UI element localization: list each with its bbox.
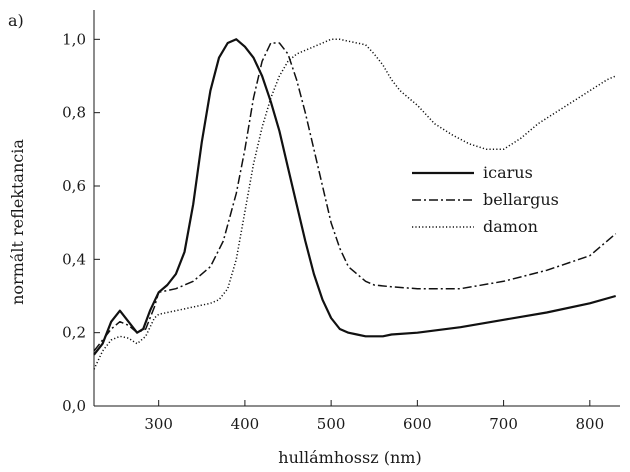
series-line-icarus [93,38,616,356]
y-tick-label: 0,4 [62,250,86,268]
x-tick-label: 500 [317,415,346,433]
series-line-bellargus [93,42,617,352]
y-tick-label: 0,6 [62,177,86,195]
y-tick-label: 1,0 [62,30,86,48]
x-tick-label: 600 [403,415,432,433]
x-tick-label: 300 [144,415,173,433]
x-axis-title: hullámhossz (nm) [278,448,421,467]
panel-label: a) [8,11,24,30]
legend-label-bellargus: bellargus [483,190,559,209]
legend: icarus bellargus damon [412,163,559,236]
series-line-damon [93,38,616,370]
series-layer [93,38,617,370]
legend-label-damon: damon [483,217,538,236]
x-tick-label: 400 [231,415,260,433]
legend-label-icarus: icarus [483,163,533,182]
y-tick-label: 0,8 [62,104,86,122]
axes: 300 400 500 600 700 800 0,0 0,2 0,4 0,6 0,8 1,0 [62,10,620,433]
y-axis-title: normált reflektancia [8,139,27,305]
x-tick-label: 700 [489,415,518,433]
x-tick-label: 800 [575,415,604,433]
y-tick-label: 0,0 [62,397,86,415]
y-tick-label: 0,2 [62,324,86,342]
